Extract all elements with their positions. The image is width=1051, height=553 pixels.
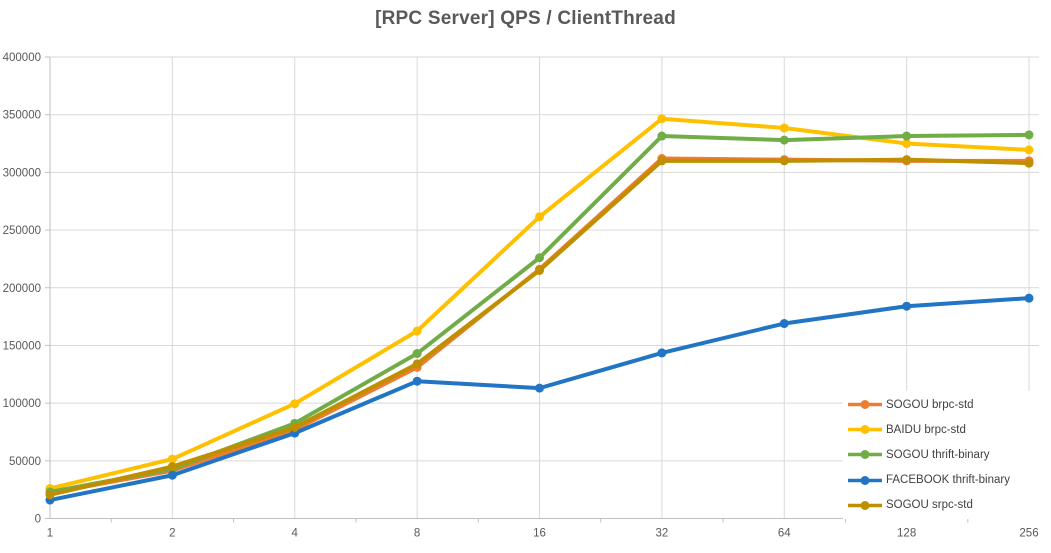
legend-marker-sogou-brpc-std [848,400,882,410]
data-point-sogou-srpc-std [1024,158,1034,168]
legend-item-baidu-brpc-std: BAIDU brpc-std [848,420,1049,440]
y-axis-label: 150000 [3,340,41,352]
data-point-baidu-brpc-std [657,114,667,124]
data-point-facebook-thrift-binary [779,319,789,329]
data-point-sogou-srpc-std [535,265,544,275]
data-point-sogou-thrift-binary [779,135,789,145]
legend-marker-sogou-srpc-std [848,500,882,510]
data-point-facebook-thrift-binary [902,301,912,311]
data-point-facebook-thrift-binary [412,376,422,386]
x-axis-label: 8 [414,528,420,540]
data-point-sogou-srpc-std [167,462,177,472]
data-point-sogou-thrift-binary [535,253,544,263]
legend-marker-baidu-brpc-std [848,425,882,435]
legend-marker-facebook-thrift-binary [848,475,882,485]
x-axis-label: 64 [778,528,791,540]
data-point-facebook-thrift-binary [657,348,667,358]
data-point-baidu-brpc-std [412,326,422,336]
x-axis-label: 128 [897,528,916,540]
data-point-baidu-brpc-std [535,212,544,222]
x-axis-label: 4 [292,528,299,540]
data-point-sogou-srpc-std [290,422,300,432]
data-point-facebook-thrift-binary [167,470,177,480]
y-axis-label: 250000 [3,225,41,237]
data-point-baidu-brpc-std [290,399,300,409]
data-point-sogou-srpc-std [45,490,55,500]
data-point-sogou-thrift-binary [412,349,422,359]
data-point-sogou-srpc-std [779,156,789,166]
chart-title: [RPC Server] QPS / ClientThread [375,8,676,29]
legend: SOGOU brpc-std BAIDU brpc-std SOGOU thrift… [843,391,1049,519]
data-point-sogou-thrift-binary [657,131,667,141]
legend-label: SOGOU thrift-binary [886,448,990,461]
x-axis-label: 16 [533,528,546,540]
legend-item-facebook-thrift-binary: FACEBOOK thrift-binary [848,470,1049,490]
legend-marker-sogou-thrift-binary [848,450,882,460]
data-point-baidu-brpc-std [1024,145,1034,155]
legend-item-sogou-srpc-std: SOGOU srpc-std [848,495,1049,515]
data-point-baidu-brpc-std [167,454,177,464]
data-point-facebook-thrift-binary [535,383,544,393]
y-axis-label: 50000 [9,456,41,468]
data-point-sogou-srpc-std [657,156,667,166]
legend-item-sogou-brpc-std: SOGOU brpc-std [848,395,1049,415]
y-axis-label: 400000 [3,52,41,64]
data-point-sogou-srpc-std [902,155,912,165]
x-axis-label: 32 [655,528,668,540]
data-point-baidu-brpc-std [902,139,912,149]
legend-label: SOGOU srpc-std [886,499,973,512]
x-axis-label: 1 [47,528,53,540]
x-axis-label: 2 [169,528,175,540]
y-axis-label: 350000 [3,110,41,122]
y-axis-label: 100000 [3,398,41,410]
legend-label: SOGOU brpc-std [886,398,974,411]
legend-item-sogou-thrift-binary: SOGOU thrift-binary [848,445,1049,465]
y-axis-label: 0 [35,514,41,526]
data-point-sogou-srpc-std [412,359,422,369]
y-axis-label: 300000 [3,167,41,179]
data-point-baidu-brpc-std [779,123,789,133]
y-axis-label: 200000 [3,283,41,295]
data-point-sogou-thrift-binary [902,131,912,141]
data-point-sogou-thrift-binary [1024,130,1034,140]
data-point-facebook-thrift-binary [1024,293,1034,303]
x-axis-label: 256 [1019,528,1038,540]
legend-label: BAIDU brpc-std [886,423,966,436]
legend-label: FACEBOOK thrift-binary [886,474,1010,487]
